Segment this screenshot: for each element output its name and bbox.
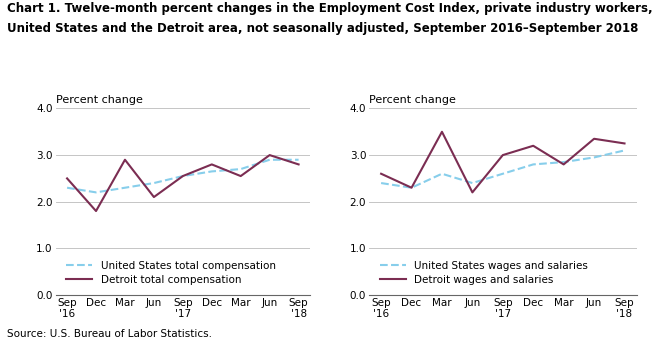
Detroit total compensation <box>237 174 245 178</box>
Detroit total compensation <box>179 174 187 178</box>
Detroit wages and salaries <box>468 191 476 195</box>
United States wages and salaries <box>438 172 446 176</box>
Detroit wages and salaries <box>499 153 507 157</box>
Line: United States wages and salaries: United States wages and salaries <box>381 151 624 188</box>
United States total compensation <box>121 186 129 190</box>
Detroit wages and salaries <box>560 162 567 166</box>
United States total compensation <box>295 158 302 162</box>
Text: Percent change: Percent change <box>56 95 142 105</box>
Detroit total compensation <box>150 195 158 199</box>
Detroit total compensation <box>63 176 71 180</box>
Detroit wages and salaries <box>620 141 628 145</box>
United States wages and salaries <box>377 181 385 185</box>
Line: United States total compensation: United States total compensation <box>67 160 298 193</box>
Detroit wages and salaries <box>530 144 537 148</box>
Detroit wages and salaries <box>438 130 446 134</box>
United States total compensation <box>237 167 245 171</box>
Detroit wages and salaries <box>377 172 385 176</box>
United States wages and salaries <box>468 181 476 185</box>
United States wages and salaries <box>590 155 598 159</box>
United States total compensation <box>179 174 187 178</box>
United States total compensation <box>208 170 215 174</box>
United States total compensation <box>150 181 158 185</box>
Text: Percent change: Percent change <box>369 95 456 105</box>
Detroit total compensation <box>208 162 215 166</box>
Detroit total compensation <box>92 209 100 213</box>
Detroit total compensation <box>121 158 129 162</box>
Text: Chart 1. Twelve-month percent changes in the Employment Cost Index, private indu: Chart 1. Twelve-month percent changes in… <box>7 2 652 15</box>
Line: Detroit total compensation: Detroit total compensation <box>67 155 298 211</box>
United States wages and salaries <box>620 148 628 153</box>
Detroit wages and salaries <box>407 186 415 190</box>
United States total compensation <box>266 158 274 162</box>
United States total compensation <box>92 191 100 195</box>
Detroit wages and salaries <box>590 137 598 141</box>
United States wages and salaries <box>530 162 537 166</box>
United States total compensation <box>63 186 71 190</box>
United States wages and salaries <box>499 172 507 176</box>
Text: United States and the Detroit area, not seasonally adjusted, September 2016–Sept: United States and the Detroit area, not … <box>7 22 638 35</box>
United States wages and salaries <box>407 186 415 190</box>
Legend: United States wages and salaries, Detroit wages and salaries: United States wages and salaries, Detroi… <box>377 258 592 288</box>
Line: Detroit wages and salaries: Detroit wages and salaries <box>381 132 624 193</box>
Text: Source: U.S. Bureau of Labor Statistics.: Source: U.S. Bureau of Labor Statistics. <box>7 329 212 339</box>
United States wages and salaries <box>560 160 567 164</box>
Detroit total compensation <box>266 153 274 157</box>
Legend: United States total compensation, Detroit total compensation: United States total compensation, Detroi… <box>63 258 279 288</box>
Detroit total compensation <box>295 162 302 166</box>
